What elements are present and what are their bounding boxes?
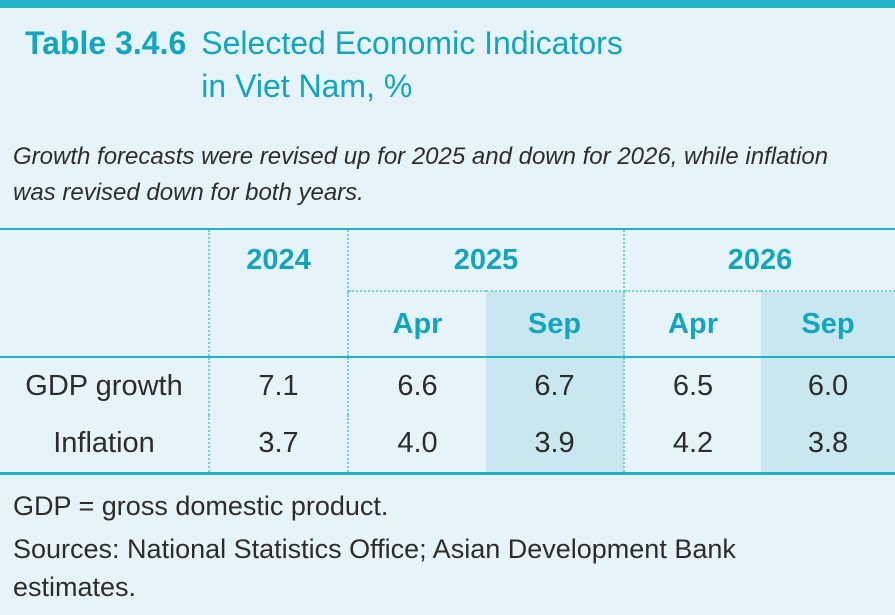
gdp-2026-apr-value: 6.5	[672, 370, 714, 402]
table-row-inflation: Inflation 3.7 4.0 3.9 4.2 3.8	[0, 415, 895, 475]
inflation-2025-sep-value: 3.9	[486, 415, 626, 475]
gdp-2025-sep-value: 6.7	[486, 357, 626, 415]
year-header-2025: 2025	[348, 229, 626, 292]
year-header-2024: 2024	[209, 229, 349, 291]
table-subtitle: Growth forecasts were revised up for 202…	[13, 143, 829, 206]
corner-empty-cell	[0, 229, 210, 291]
table-footnotes: GDP = gross domestic product. Sources: N…	[13, 487, 885, 606]
month-header-2026-sep: Sep	[761, 291, 895, 358]
month-header-row: Apr Sep Apr Sep	[0, 291, 895, 358]
empty-cell	[209, 291, 349, 358]
year-header-row: 2024 2025 2026	[0, 229, 895, 292]
gdp-2025-apr-value: 6.6	[397, 370, 438, 402]
title-line-2: in Viet Nam, %	[201, 68, 413, 104]
table-number: Table 3.4.6	[25, 25, 187, 61]
gdp-2024-value: 7.1	[209, 357, 349, 415]
accent-top-bar	[0, 0, 895, 8]
row-label-inflation: Inflation	[0, 415, 210, 475]
month-header-2026-apr: Apr	[624, 291, 762, 358]
title-line-1: Selected Economic Indicators	[201, 25, 623, 61]
economic-indicators-table: 2024 2025 2026 Apr Sep Apr Sep GDP growt…	[0, 228, 895, 475]
gdp-2026-sep-value: 6.0	[761, 357, 895, 415]
sources-note: Sources: National Statistics Office; Asi…	[13, 533, 736, 602]
month-header-2025-sep: Sep	[486, 291, 626, 358]
year-header-2026: 2026	[624, 229, 895, 292]
definition-note: GDP = gross domestic product.	[13, 490, 389, 521]
inflation-2026-sep-value: 3.8	[761, 415, 895, 475]
inflation-2025-apr-value: 4.0	[348, 415, 486, 475]
row-label-gdp-growth: GDP growth	[0, 357, 210, 415]
table-row-gdp-growth: GDP growth 7.1 6.6 6.7 6.5 6.0	[0, 357, 895, 415]
inflation-2024-value: 3.7	[209, 415, 349, 475]
inflation-2026-apr-value: 4.2	[624, 415, 762, 475]
month-header-2025-apr: Apr	[348, 291, 486, 358]
table-title-text: Selected Economic Indicators in Viet Nam…	[201, 22, 623, 108]
table-title: Table 3.4.6 Selected Economic Indicators…	[25, 22, 885, 108]
empty-cell	[0, 291, 210, 358]
